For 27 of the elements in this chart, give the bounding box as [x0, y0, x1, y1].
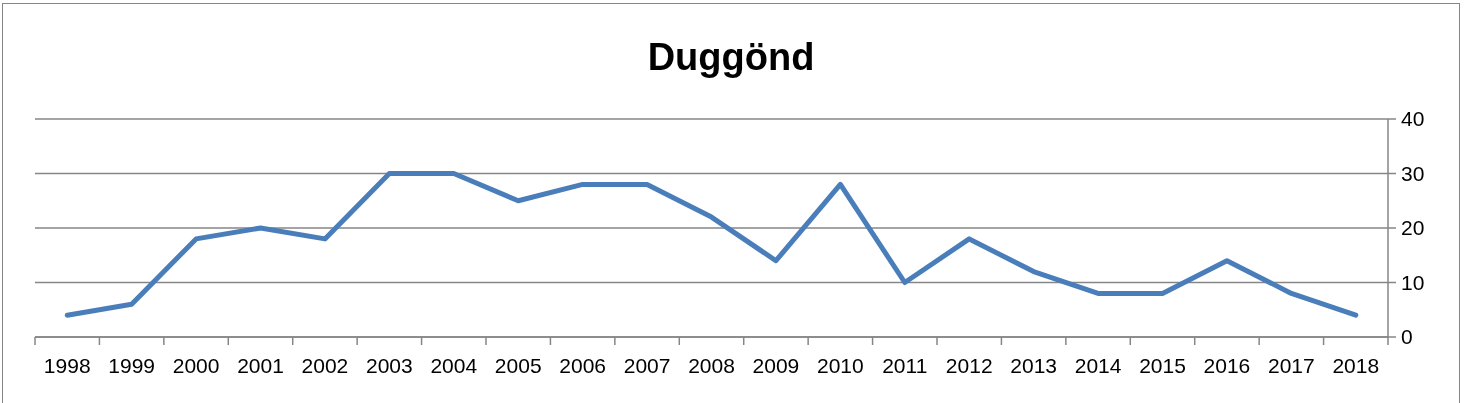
x-tick-label: 2004 [430, 353, 478, 377]
x-tick-label: 1999 [108, 353, 155, 377]
x-tick-label: 2006 [559, 353, 606, 377]
chart-title: Duggönd [646, 36, 816, 78]
x-tick-label: 2002 [301, 353, 349, 377]
y-tick-label: 20 [1401, 216, 1425, 240]
y-tick-label: 40 [1401, 107, 1425, 131]
y-tick-label: 0 [1401, 325, 1413, 349]
y-tick-label: 30 [1401, 161, 1425, 185]
x-tick-label: 2009 [752, 353, 800, 377]
x-tick-label: 2008 [688, 353, 735, 377]
x-tick-label: 1998 [43, 353, 91, 377]
x-tick-label: 2017 [1268, 353, 1315, 377]
x-tick-label: 2011 [882, 353, 928, 377]
y-tick-label: 10 [1401, 270, 1425, 294]
x-tick-label: 2005 [494, 353, 542, 377]
x-tick-label: 2003 [366, 353, 413, 377]
x-tick-label: 2015 [1139, 353, 1186, 377]
x-tick-label: 2014 [1074, 353, 1122, 377]
x-tick-label: 2012 [945, 353, 993, 377]
x-tick-label: 2016 [1203, 353, 1251, 377]
x-tick-label: 2007 [623, 353, 671, 377]
x-tick-label: 2000 [172, 353, 220, 377]
x-tick-label: 2013 [1010, 353, 1057, 377]
x-tick-label: 2001 [237, 353, 284, 377]
x-tick-label: 2010 [817, 353, 864, 377]
x-tick-label: 2018 [1332, 353, 1380, 377]
